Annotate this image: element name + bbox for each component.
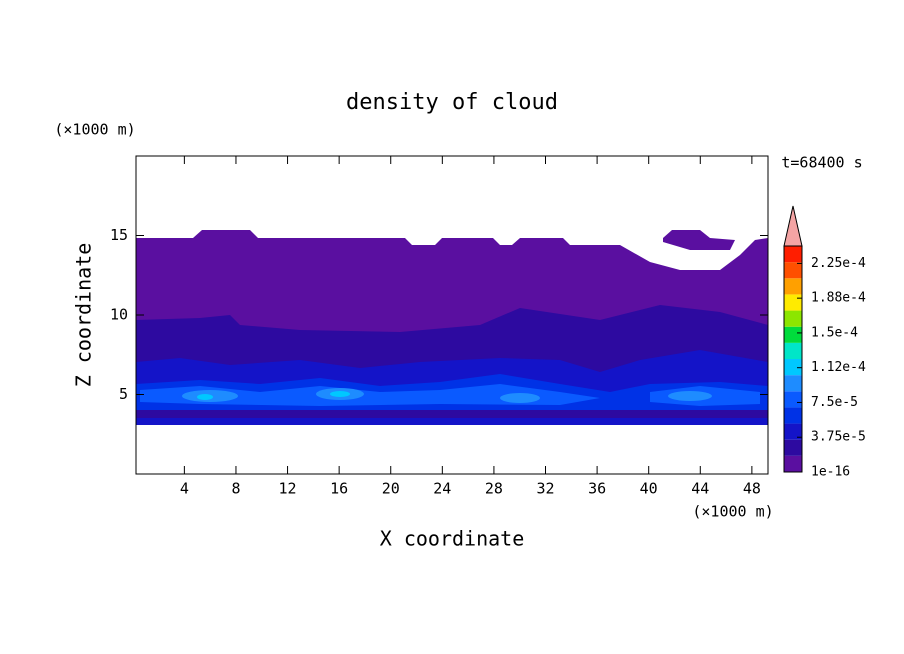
x-tick-label: 24 — [433, 480, 451, 498]
x-tick-label: 16 — [330, 480, 348, 498]
x-tick-label: 4 — [180, 480, 189, 498]
colorbar-band — [784, 310, 802, 327]
colorbar-band — [784, 294, 802, 311]
colorbar-band — [784, 423, 802, 440]
x-axis-label: X coordinate — [380, 527, 525, 551]
y-tick-label: 10 — [110, 306, 128, 324]
colorbar-band — [784, 342, 802, 359]
x-tick-label: 44 — [691, 480, 709, 498]
y-tick-label: 5 — [119, 385, 128, 403]
x-tick-label: 40 — [640, 480, 658, 498]
colorbar-tick-label: 7.5e-5 — [811, 395, 858, 410]
contour-fill — [136, 410, 768, 418]
colorbar-band — [784, 326, 802, 343]
colorbar-band — [784, 391, 802, 408]
colorbar-tick-label: 1e-16 — [811, 465, 850, 480]
contour-fill — [663, 230, 735, 250]
contour-field — [136, 230, 768, 425]
contour-fill — [668, 391, 712, 401]
contour-fill — [500, 393, 540, 403]
colorbar-tick-label: 3.75e-5 — [811, 430, 866, 445]
colorbar-band — [784, 262, 802, 279]
contour-fill — [330, 391, 350, 397]
colorbar-band — [784, 375, 802, 392]
y-tick-label: 15 — [110, 226, 128, 244]
chart-title: density of cloud — [346, 90, 558, 115]
colorbar-extension — [783, 205, 803, 247]
y-axis-label: Z coordinate — [72, 243, 96, 388]
x-tick-label: 8 — [231, 480, 240, 498]
colorbar-tick-label: 1.12e-4 — [811, 360, 866, 375]
x-unit: (×1000 m) — [692, 503, 773, 521]
x-tick-label: 36 — [588, 480, 606, 498]
colorbar-frame — [783, 245, 803, 473]
x-tick-label: 20 — [382, 480, 400, 498]
contour-fill — [197, 394, 213, 400]
colorbar-tick-label: 2.25e-4 — [811, 256, 866, 271]
x-tick-label: 48 — [743, 480, 761, 498]
colorbar-band — [784, 407, 802, 424]
x-tick-label: 32 — [536, 480, 554, 498]
colorbar-band — [784, 359, 802, 376]
colorbar-tick-label: 1.88e-4 — [811, 291, 866, 306]
colorbar-band — [784, 278, 802, 295]
colorbar-band — [784, 455, 802, 472]
colorbar-band — [784, 246, 802, 263]
annotation: t=68400 s — [781, 154, 862, 172]
colorbar-band — [784, 439, 802, 456]
colorbar-tick-label: 1.5e-4 — [811, 325, 858, 340]
contour-fill — [140, 384, 600, 406]
x-tick-label: 28 — [485, 480, 503, 498]
y-unit: (×1000 m) — [54, 121, 135, 139]
x-tick-label: 12 — [279, 480, 297, 498]
